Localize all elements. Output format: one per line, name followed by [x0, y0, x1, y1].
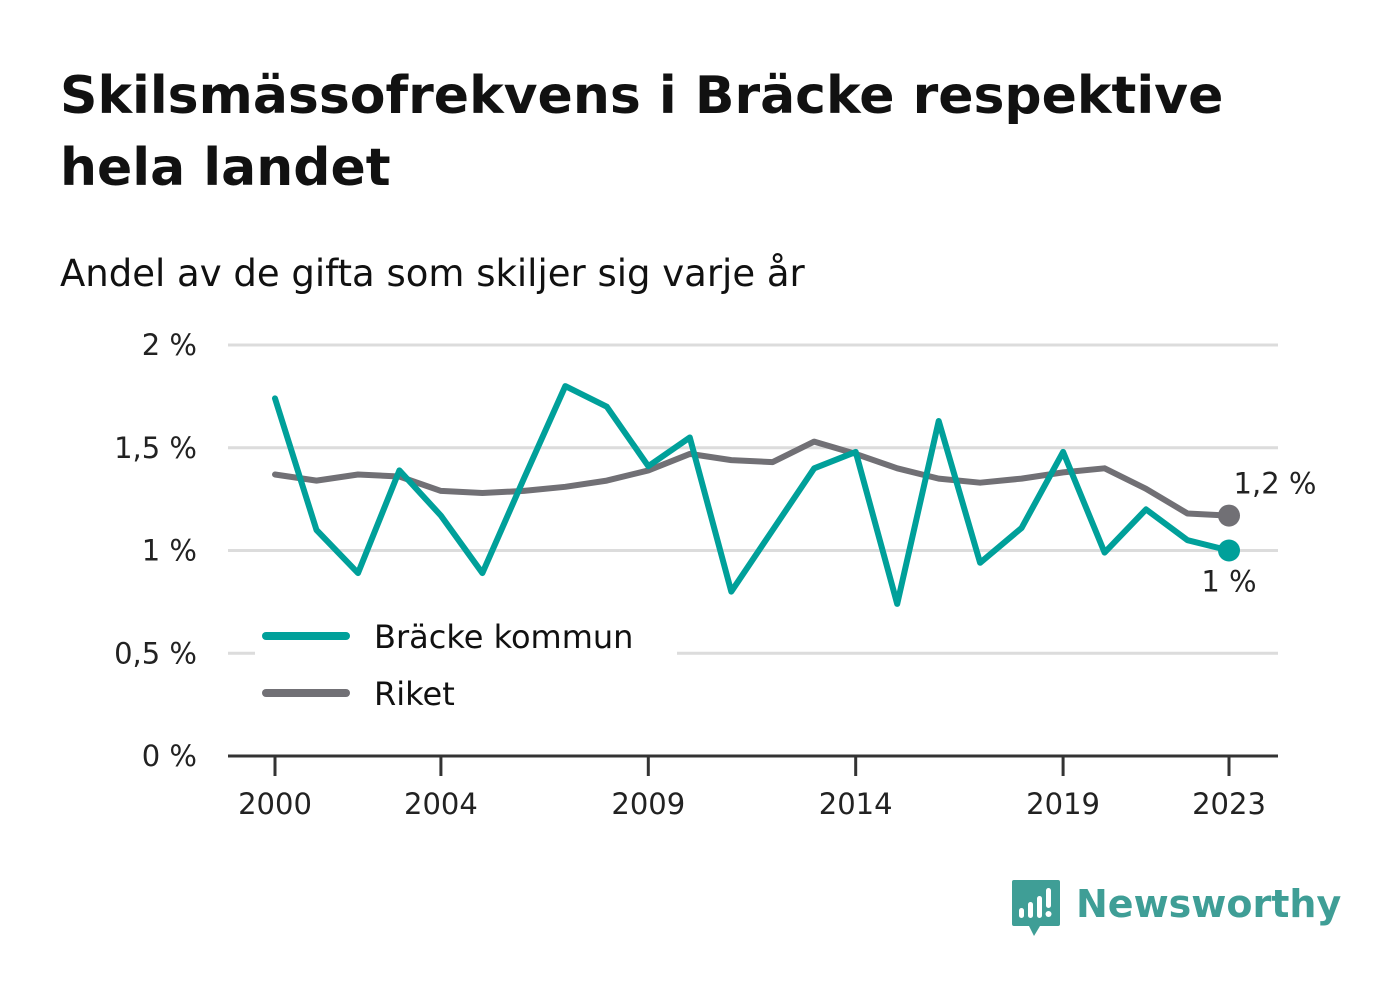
end-point-marker [1218, 504, 1240, 527]
end-value-label: 1 % [1201, 565, 1256, 599]
series-lines [272, 383, 1232, 607]
end-point-marker [1218, 539, 1240, 562]
x-tick-label: 2009 [611, 787, 685, 821]
brand-name: Newsworthy [1076, 882, 1342, 926]
y-tick-label: 1 % [142, 534, 197, 568]
end-value-label: 1,2 % [1234, 467, 1317, 501]
y-axis-tick-labels: 0 % 0,5 % 1 % 1,5 % 2 % [114, 328, 197, 773]
newsworthy-logo: Newsworthy [1010, 878, 1341, 942]
x-tick-label: 2019 [1026, 787, 1100, 821]
x-axis: 2000 2004 2009 2014 2019 2023 [228, 754, 1278, 821]
y-tick-label: 1,5 % [114, 431, 197, 465]
legend: Bräcke kommun Riket [255, 606, 677, 724]
x-tick-label: 2014 [819, 787, 893, 821]
bar-chart-speech-bubble-icon [1012, 880, 1060, 936]
x-tick-label: 2023 [1192, 787, 1266, 821]
chart-title: Skilsmässofrekvens i Bräcke respektive h… [60, 66, 1224, 198]
chart-subtitle: Andel av de gifta som skiljer sig varje … [60, 252, 805, 295]
y-tick-label: 0,5 % [114, 636, 197, 670]
legend-label: Bräcke kommun [374, 618, 633, 656]
legend-label: Riket [374, 675, 455, 713]
x-tick-label: 2004 [404, 787, 478, 821]
legend-background [255, 606, 677, 724]
y-tick-label: 0 % [142, 739, 197, 773]
x-tick-label: 2000 [238, 787, 312, 821]
y-tick-label: 2 % [142, 328, 197, 362]
series-line-bracke-kommun [272, 383, 1232, 607]
end-markers: 1 % 1,2 % [1201, 467, 1316, 599]
